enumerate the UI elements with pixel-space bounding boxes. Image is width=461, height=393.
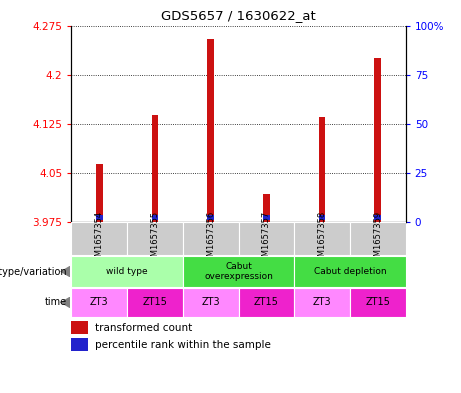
Bar	[71, 222, 127, 255]
Bar	[152, 215, 159, 220]
Bar	[263, 194, 270, 222]
Bar	[96, 215, 103, 220]
Bar	[71, 338, 88, 351]
Bar	[238, 222, 294, 255]
Text: ZT3: ZT3	[90, 298, 109, 307]
Text: GSM1657359: GSM1657359	[373, 211, 382, 267]
Text: wild type: wild type	[106, 267, 148, 276]
Text: ZT15: ZT15	[142, 298, 167, 307]
Bar	[350, 222, 406, 255]
Bar	[127, 222, 183, 255]
Bar	[152, 115, 159, 222]
Polygon shape	[60, 266, 70, 277]
Bar	[183, 222, 238, 255]
Bar	[374, 215, 381, 220]
Bar	[207, 215, 214, 220]
Bar	[374, 58, 381, 222]
Bar	[71, 288, 127, 317]
Text: transformed count: transformed count	[95, 323, 192, 333]
Bar	[294, 256, 406, 287]
Text: ZT3: ZT3	[201, 298, 220, 307]
Bar	[183, 288, 238, 317]
Bar	[294, 222, 350, 255]
Bar	[319, 117, 325, 222]
Bar	[127, 288, 183, 317]
Text: GSM1657355: GSM1657355	[150, 211, 160, 267]
Text: GSM1657357: GSM1657357	[262, 211, 271, 267]
Text: Cabut
overexpression: Cabut overexpression	[204, 262, 273, 281]
Text: percentile rank within the sample: percentile rank within the sample	[95, 340, 271, 349]
Title: GDS5657 / 1630622_at: GDS5657 / 1630622_at	[161, 9, 316, 22]
Text: Cabut depletion: Cabut depletion	[313, 267, 386, 276]
Text: GSM1657358: GSM1657358	[318, 211, 327, 267]
Bar	[238, 288, 294, 317]
Bar	[294, 288, 350, 317]
Polygon shape	[60, 297, 70, 308]
Bar	[263, 215, 270, 220]
Text: time: time	[45, 298, 67, 307]
Bar	[319, 215, 325, 220]
Text: ZT15: ZT15	[254, 298, 279, 307]
Bar	[207, 39, 214, 222]
Bar	[71, 256, 183, 287]
Bar	[96, 164, 103, 222]
Text: GSM1657356: GSM1657356	[206, 211, 215, 267]
Text: ZT15: ZT15	[366, 298, 390, 307]
Text: ZT3: ZT3	[313, 298, 331, 307]
Bar	[183, 256, 294, 287]
Text: GSM1657354: GSM1657354	[95, 211, 104, 267]
Text: genotype/variation: genotype/variation	[0, 266, 67, 277]
Bar	[350, 288, 406, 317]
Bar	[71, 321, 88, 334]
